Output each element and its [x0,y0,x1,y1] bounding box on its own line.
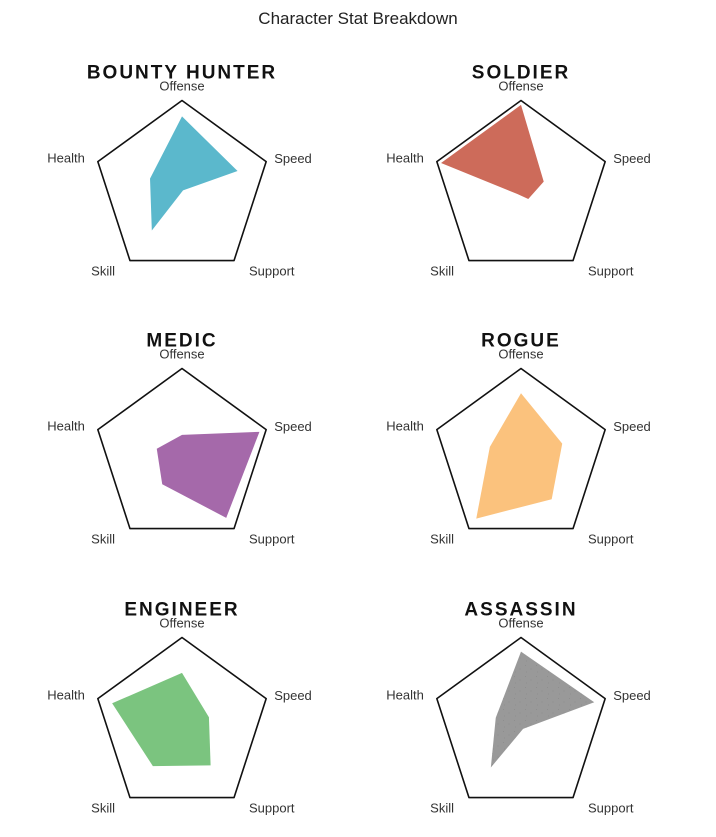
svg-text:Speed: Speed [613,688,651,703]
svg-text:Support: Support [588,800,634,815]
svg-text:Offense: Offense [498,615,543,630]
svg-text:Skill: Skill [91,263,115,278]
svg-text:Health: Health [386,150,424,165]
svg-text:Offense: Offense [498,347,543,362]
svg-text:Skill: Skill [430,532,454,547]
svg-text:Health: Health [47,687,85,702]
svg-text:Support: Support [249,263,295,278]
svg-text:Skill: Skill [430,263,454,278]
svg-text:Skill: Skill [91,800,115,815]
svg-text:Support: Support [249,532,295,547]
svg-text:Offense: Offense [159,78,204,93]
svg-text:Health: Health [47,150,85,165]
svg-text:Skill: Skill [91,532,115,547]
svg-text:Support: Support [588,263,634,278]
svg-text:Support: Support [588,532,634,547]
svg-text:Offense: Offense [498,78,543,93]
svg-text:Speed: Speed [274,151,312,166]
svg-text:Skill: Skill [430,800,454,815]
svg-text:Offense: Offense [159,347,204,362]
svg-text:Health: Health [386,687,424,702]
svg-text:Offense: Offense [159,615,204,630]
svg-text:Speed: Speed [613,151,651,166]
svg-text:Speed: Speed [613,419,651,434]
svg-text:Health: Health [386,419,424,434]
svg-text:Support: Support [249,800,295,815]
svg-text:Speed: Speed [274,688,312,703]
svg-text:Speed: Speed [274,419,312,434]
svg-text:Health: Health [47,419,85,434]
